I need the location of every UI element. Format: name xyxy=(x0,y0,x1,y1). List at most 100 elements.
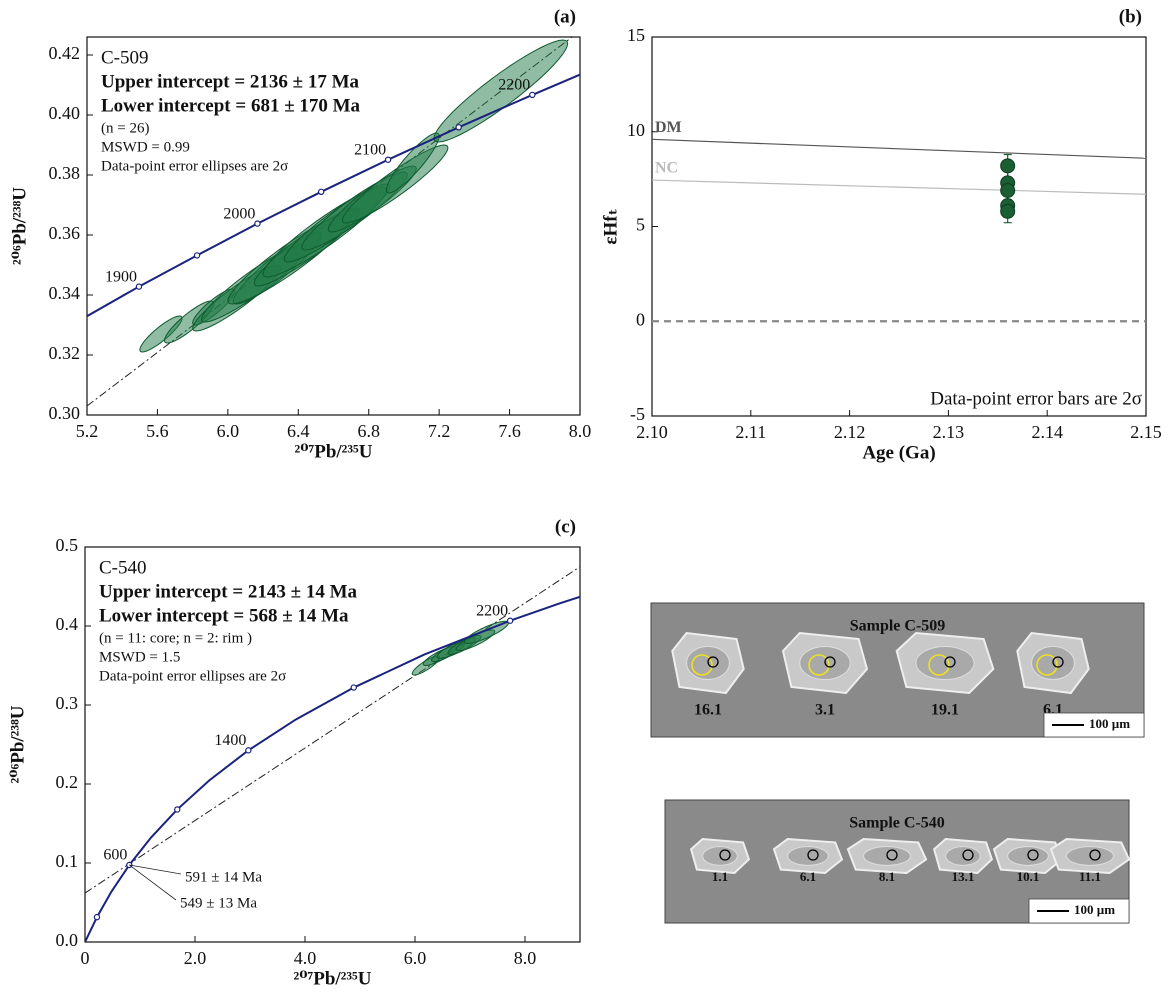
leader-line xyxy=(129,864,177,901)
error-ellipse xyxy=(385,132,440,194)
y-tick-label: 10 xyxy=(627,120,645,140)
intercept-label: 591 ± 14 Ma xyxy=(185,869,262,885)
x-tick-label: 2.0 xyxy=(184,948,207,968)
annotation: Upper intercept = 2136 ± 17 Ma xyxy=(101,71,360,92)
y-axis-label: ²⁰⁶Pb/²³⁸U xyxy=(9,187,30,265)
annotation: Data-point error ellipses are 2σ xyxy=(101,158,288,174)
u-pb-spot xyxy=(707,656,719,668)
u-pb-spot xyxy=(1089,849,1101,861)
x-tick-label: 2.11 xyxy=(735,422,766,442)
age-label: 600 xyxy=(103,847,127,864)
u-pb-spot xyxy=(1052,656,1064,668)
u-pb-spot xyxy=(962,849,974,861)
intercept-label: 549 ± 13 Ma xyxy=(180,895,257,911)
age-marker xyxy=(174,806,181,813)
y-tick-label: 0.2 xyxy=(56,772,79,792)
age-marker xyxy=(529,91,536,99)
annotation: MSWD = 1.5 xyxy=(99,649,180,665)
age-label: 1400 xyxy=(214,732,246,749)
scale-label: 100 µm xyxy=(1074,902,1115,917)
x-tick-label: 6.0 xyxy=(217,421,240,441)
y-tick-label: 0.40 xyxy=(49,103,81,123)
x-axis-label: ²⁰⁷Pb/²³⁵U xyxy=(294,968,372,989)
y-tick-label: 0.4 xyxy=(56,614,79,634)
evolution-line-label: NC xyxy=(655,160,678,177)
grain-label: 16.1 xyxy=(694,702,722,719)
x-axis-label: Age (Ga) xyxy=(862,442,935,463)
u-pb-spot xyxy=(824,656,836,668)
grain-label: 11.1 xyxy=(1079,869,1101,884)
x-tick-label: 7.2 xyxy=(428,421,451,441)
age-marker xyxy=(350,684,357,691)
x-tick-label: 2.10 xyxy=(636,422,668,442)
x-tick-label: 8.0 xyxy=(569,421,592,441)
panel-label: (b) xyxy=(1119,6,1142,27)
annotation: (n = 11: core; n = 2: rim ) xyxy=(99,630,252,646)
y-tick-label: 0.38 xyxy=(49,163,81,183)
panel-label: (a) xyxy=(554,6,576,27)
x-tick-label: 6.4 xyxy=(287,421,310,441)
age-marker xyxy=(245,747,252,754)
data-point xyxy=(1000,203,1016,219)
annotation: Data-point error ellipses are 2σ xyxy=(99,668,286,684)
u-pb-spot xyxy=(719,849,731,861)
concordia-curve xyxy=(85,595,580,942)
x-tick-label: 2.14 xyxy=(1031,422,1063,442)
data-point xyxy=(1000,182,1016,198)
hf-spot xyxy=(1036,654,1058,676)
y-tick-label: 0.36 xyxy=(49,223,81,243)
y-tick-label: 0.0 xyxy=(56,930,79,950)
grain-label: 13.1 xyxy=(952,869,975,884)
age-marker xyxy=(254,220,261,227)
age-label: 2200 xyxy=(476,602,508,619)
y-tick-label: 0.1 xyxy=(56,851,79,871)
x-tick-label: 0 xyxy=(81,948,90,968)
age-marker xyxy=(506,617,514,624)
age-marker xyxy=(193,252,201,259)
x-tick-label: 4.0 xyxy=(294,948,317,968)
discordia-line xyxy=(85,566,580,894)
x-tick-label: 2.12 xyxy=(834,422,866,442)
x-tick-label: 5.2 xyxy=(76,421,99,441)
x-tick-label: 7.6 xyxy=(498,421,521,441)
image-title: Sample C-540 xyxy=(849,815,945,832)
annotation: Lower intercept = 681 ± 170 Ma xyxy=(101,95,361,116)
grain-label: 1.1 xyxy=(712,869,728,884)
y-axis-label: ²⁰⁶Pb/²³⁸U xyxy=(7,705,28,783)
age-marker xyxy=(384,156,392,163)
y-tick-label: -5 xyxy=(630,404,645,424)
age-label: 1900 xyxy=(105,268,137,285)
hf-spot xyxy=(928,654,950,676)
y-tick-label: 0.32 xyxy=(49,343,81,363)
plot-frame xyxy=(86,36,581,416)
age-label: 2100 xyxy=(354,141,386,158)
plot-content xyxy=(87,37,580,407)
plot-content xyxy=(85,566,580,942)
y-tick-label: 0.34 xyxy=(49,283,81,303)
x-tick-label: 8.0 xyxy=(514,948,537,968)
annotation: (n = 26) xyxy=(101,120,149,136)
error-ellipse xyxy=(463,620,510,644)
age-label: 2200 xyxy=(498,77,530,94)
u-pb-spot xyxy=(944,656,956,668)
grain-label: 8.1 xyxy=(879,869,895,884)
evolution-line-label: DM xyxy=(655,119,682,136)
evolution-line xyxy=(652,138,1146,159)
leader-line xyxy=(129,864,182,875)
x-axis-label: ²⁰⁷Pb/²³⁵U xyxy=(295,441,373,462)
annotation: MSWD = 0.99 xyxy=(101,139,190,155)
x-tick-label: 6.0 xyxy=(404,948,427,968)
x-tick-label: 6.8 xyxy=(357,421,380,441)
plot-frame xyxy=(84,546,581,943)
y-tick-label: 0.42 xyxy=(49,43,81,63)
u-pb-spot xyxy=(886,849,898,861)
data-point xyxy=(1000,158,1016,174)
age-marker xyxy=(135,283,143,290)
hf-spot xyxy=(808,654,830,676)
age-marker xyxy=(93,913,101,921)
x-tick-label: 5.6 xyxy=(146,421,169,441)
age-marker xyxy=(317,188,325,195)
grain-label: 19.1 xyxy=(931,702,959,719)
